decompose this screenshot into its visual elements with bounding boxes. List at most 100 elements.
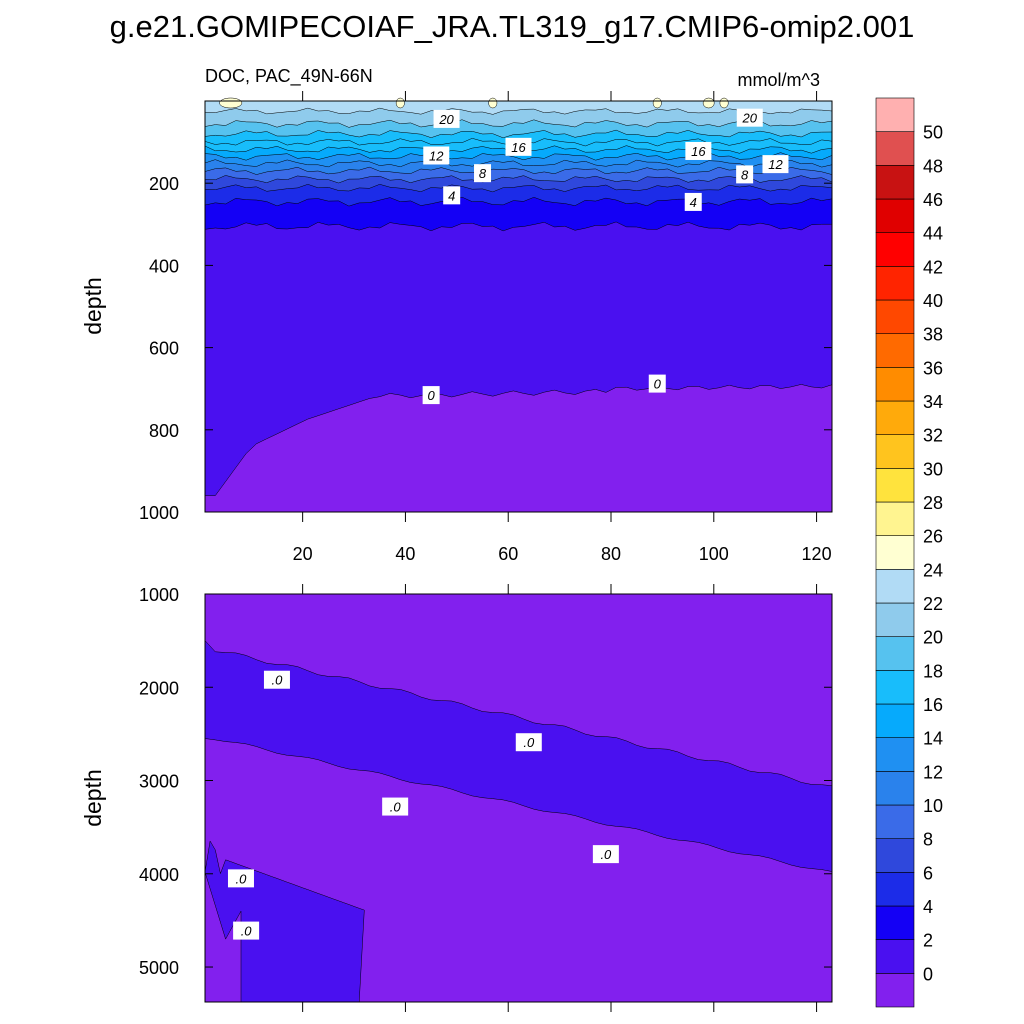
contour-label: .0 [272, 673, 284, 688]
colorbar-label: 34 [923, 392, 943, 412]
contour-label-box [736, 108, 763, 127]
contour-label: 20 [438, 112, 454, 127]
colorbar-swatch [875, 872, 915, 907]
y-tick-label: 2000 [139, 678, 179, 698]
top-y-axis-label: depth [80, 277, 106, 335]
colorbar-label: 46 [923, 190, 943, 210]
colorbar-label: 38 [923, 325, 943, 345]
contour-label: 0 [428, 388, 436, 403]
contour-label-box [505, 137, 532, 156]
colorbar-label: 16 [923, 695, 943, 715]
top-panel-frame [204, 100, 833, 513]
contour-label-box [443, 186, 461, 205]
colorbar: 0246810121416182022242628303234363840424… [875, 97, 943, 1008]
colorbar-swatch [875, 636, 915, 671]
colorbar-label: 20 [923, 628, 943, 648]
contour-label: 16 [691, 144, 706, 159]
colorbar-label: 24 [923, 560, 943, 580]
colorbar-label: 0 [923, 964, 933, 984]
colorbar-label: 8 [923, 830, 933, 850]
colorbar-swatch [875, 905, 915, 940]
contour-label: 12 [429, 148, 444, 163]
surface-patch [702, 97, 715, 109]
colorbar-swatch [875, 165, 915, 200]
colorbar-label: 32 [923, 426, 943, 446]
x-tick-label: 40 [395, 544, 415, 564]
surface-patch [488, 97, 498, 109]
surface-patch [719, 97, 729, 109]
colorbar-label: 12 [923, 762, 943, 782]
x-tick-label: 120 [802, 544, 832, 564]
contour-label-box [648, 374, 666, 393]
contour-label: 0 [654, 377, 662, 392]
contour-label-box [422, 386, 440, 405]
contour-label-box [433, 109, 460, 128]
colorbar-swatch [875, 939, 915, 974]
figure-title: g.e21.GOMIPECOIAF_JRA.TL319_g17.CMIP6-om… [110, 9, 915, 44]
contour-label: .0 [600, 847, 612, 862]
colorbar-swatch [875, 97, 915, 132]
colorbar-swatch [875, 367, 915, 402]
bottom-contour-labels: .0 .0 .0 .0 .0 .0 [227, 670, 619, 940]
top-panel-fill [204, 97, 833, 513]
y-tick-label: 800 [149, 421, 179, 441]
y-tick-label: 1000 [139, 585, 179, 605]
colorbar-swatch [875, 569, 915, 604]
surface-patch [395, 97, 405, 109]
colorbar-swatch [875, 804, 915, 839]
colorbar-swatch [875, 434, 915, 469]
y-tick-label: 400 [149, 256, 179, 276]
bottom-panel: 1000 2000 3000 4000 5000 .0 .0 .0 .0 .0 .0 depth [80, 584, 833, 1012]
bottom-x-axis [302, 584, 818, 1012]
colorbar-label: 48 [923, 156, 943, 176]
colorbar-label: 36 [923, 358, 943, 378]
colorbar-label: 50 [923, 123, 943, 143]
y-tick-label: 5000 [139, 958, 179, 978]
colorbar-label: 6 [923, 863, 933, 883]
top-contour-labels: 20 20 16 16 12 12 8 8 4 4 0 0 [422, 108, 789, 405]
contour-label: 16 [511, 140, 526, 155]
y-tick-label: 3000 [139, 772, 179, 792]
colorbar-swatch [875, 299, 915, 334]
contour-label-box [474, 164, 492, 183]
x-tick-label: 20 [293, 544, 313, 564]
colorbar-label: 30 [923, 459, 943, 479]
bottom-panel-fill [204, 593, 833, 1003]
contour-label-box [685, 141, 712, 160]
colorbar-swatch [875, 670, 915, 705]
colorbar-swatch [875, 771, 915, 806]
contour-label: .0 [241, 924, 253, 939]
contour-label: 8 [741, 167, 749, 182]
colorbar-label: 44 [923, 224, 943, 244]
bottom-y-axis-label: depth [80, 769, 106, 827]
contour-label-box [233, 921, 260, 940]
x-tick-label: 80 [601, 544, 621, 564]
contour-label: 20 [742, 111, 758, 126]
colorbar-label: 26 [923, 527, 943, 547]
units-label: mmol/m^3 [738, 70, 820, 90]
contour-label: 4 [690, 195, 697, 210]
bottom-panel-frame [204, 593, 833, 1003]
colorbar-label: 42 [923, 257, 943, 277]
contour-label-box [762, 155, 789, 174]
surface-patch [219, 97, 243, 109]
top-x-axis: 20 40 60 80 100 120 [293, 91, 832, 564]
colorbar-label: 14 [923, 729, 943, 749]
colorbar-label: 22 [923, 594, 943, 614]
colorbar-swatch [875, 333, 915, 368]
surface-patch [652, 97, 662, 109]
contour-label-box [515, 733, 542, 752]
colorbar-swatch [875, 400, 915, 435]
colorbar-label: 10 [923, 796, 943, 816]
x-tick-label: 60 [498, 544, 518, 564]
contour-label: 8 [479, 166, 487, 181]
y-tick-label: 600 [149, 339, 179, 359]
colorbar-label: 2 [923, 931, 933, 951]
x-tick-label: 100 [699, 544, 729, 564]
colorbar-swatch [875, 737, 915, 772]
contour-label-box [227, 869, 254, 888]
colorbar-label: 28 [923, 493, 943, 513]
colorbar-swatch [875, 232, 915, 267]
